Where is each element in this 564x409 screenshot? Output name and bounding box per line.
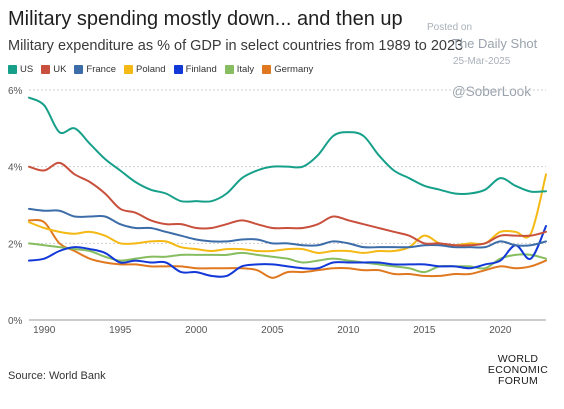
watermark-handle: @SoberLook	[452, 84, 532, 99]
chart-title: Military spending mostly down... and the…	[8, 8, 403, 30]
legend-swatch	[123, 65, 133, 74]
x-tick-label: 1995	[109, 325, 132, 336]
watermark-posted: Posted on	[427, 22, 473, 33]
legend-swatch	[262, 65, 272, 74]
legend-item-us: US	[8, 64, 33, 75]
x-tick-label: 2015	[413, 325, 436, 336]
legend-label: UK	[53, 64, 67, 75]
legend-item-germany: Germany	[262, 64, 313, 75]
legend-label: Finland	[185, 64, 217, 75]
chart-legend: US UK France Poland Finland Italy Germany	[8, 64, 313, 75]
legend-label: Italy	[236, 64, 255, 75]
chart-subtitle: Military expenditure as % of GDP in sele…	[8, 38, 464, 54]
x-tick-label: 1990	[33, 325, 56, 336]
y-tick-label: 4%	[8, 163, 23, 174]
legend-item-uk: UK	[41, 64, 66, 75]
legend-label: Poland	[135, 64, 166, 75]
legend-swatch	[41, 65, 51, 74]
logo-line-1: WORLD	[497, 353, 539, 365]
legend-swatch	[8, 65, 17, 74]
series-line-france	[28, 207, 547, 249]
y-tick-label: 2%	[8, 239, 23, 250]
legend-swatch	[74, 65, 84, 74]
series-line-us	[28, 96, 547, 203]
legend-swatch	[224, 65, 234, 74]
x-tick-label: 2010	[337, 325, 360, 336]
logo-line-2: ECONOMIC	[487, 364, 549, 376]
series-line-germany	[28, 218, 547, 279]
watermark-date: 25-Mar-2025	[453, 56, 511, 67]
series-line-uk	[28, 161, 547, 247]
legend-label: France	[86, 64, 116, 75]
legend-item-italy: Italy	[224, 64, 255, 75]
legend-item-poland: Poland	[123, 64, 166, 75]
x-tick-label: 2020	[489, 325, 512, 336]
source-note: Source: World Bank	[8, 370, 106, 382]
series-line-poland	[28, 173, 547, 254]
legend-label: US	[20, 64, 34, 75]
series-line-finland	[28, 225, 547, 278]
legend-item-finland: Finland	[173, 64, 217, 75]
x-tick-label: 2005	[261, 325, 284, 336]
legend-item-france: France	[74, 64, 116, 75]
legend-label: Germany	[274, 64, 314, 75]
y-tick-label: 6%	[8, 86, 23, 97]
logo-line-3: FORUM	[498, 375, 538, 387]
watermark-source: The Daily Shot	[452, 36, 538, 51]
y-tick-label: 0%	[8, 316, 23, 327]
wef-logo: WORLD ECONOMIC FORUM	[484, 354, 552, 387]
x-tick-label: 2000	[185, 325, 208, 336]
legend-swatch	[173, 65, 183, 74]
